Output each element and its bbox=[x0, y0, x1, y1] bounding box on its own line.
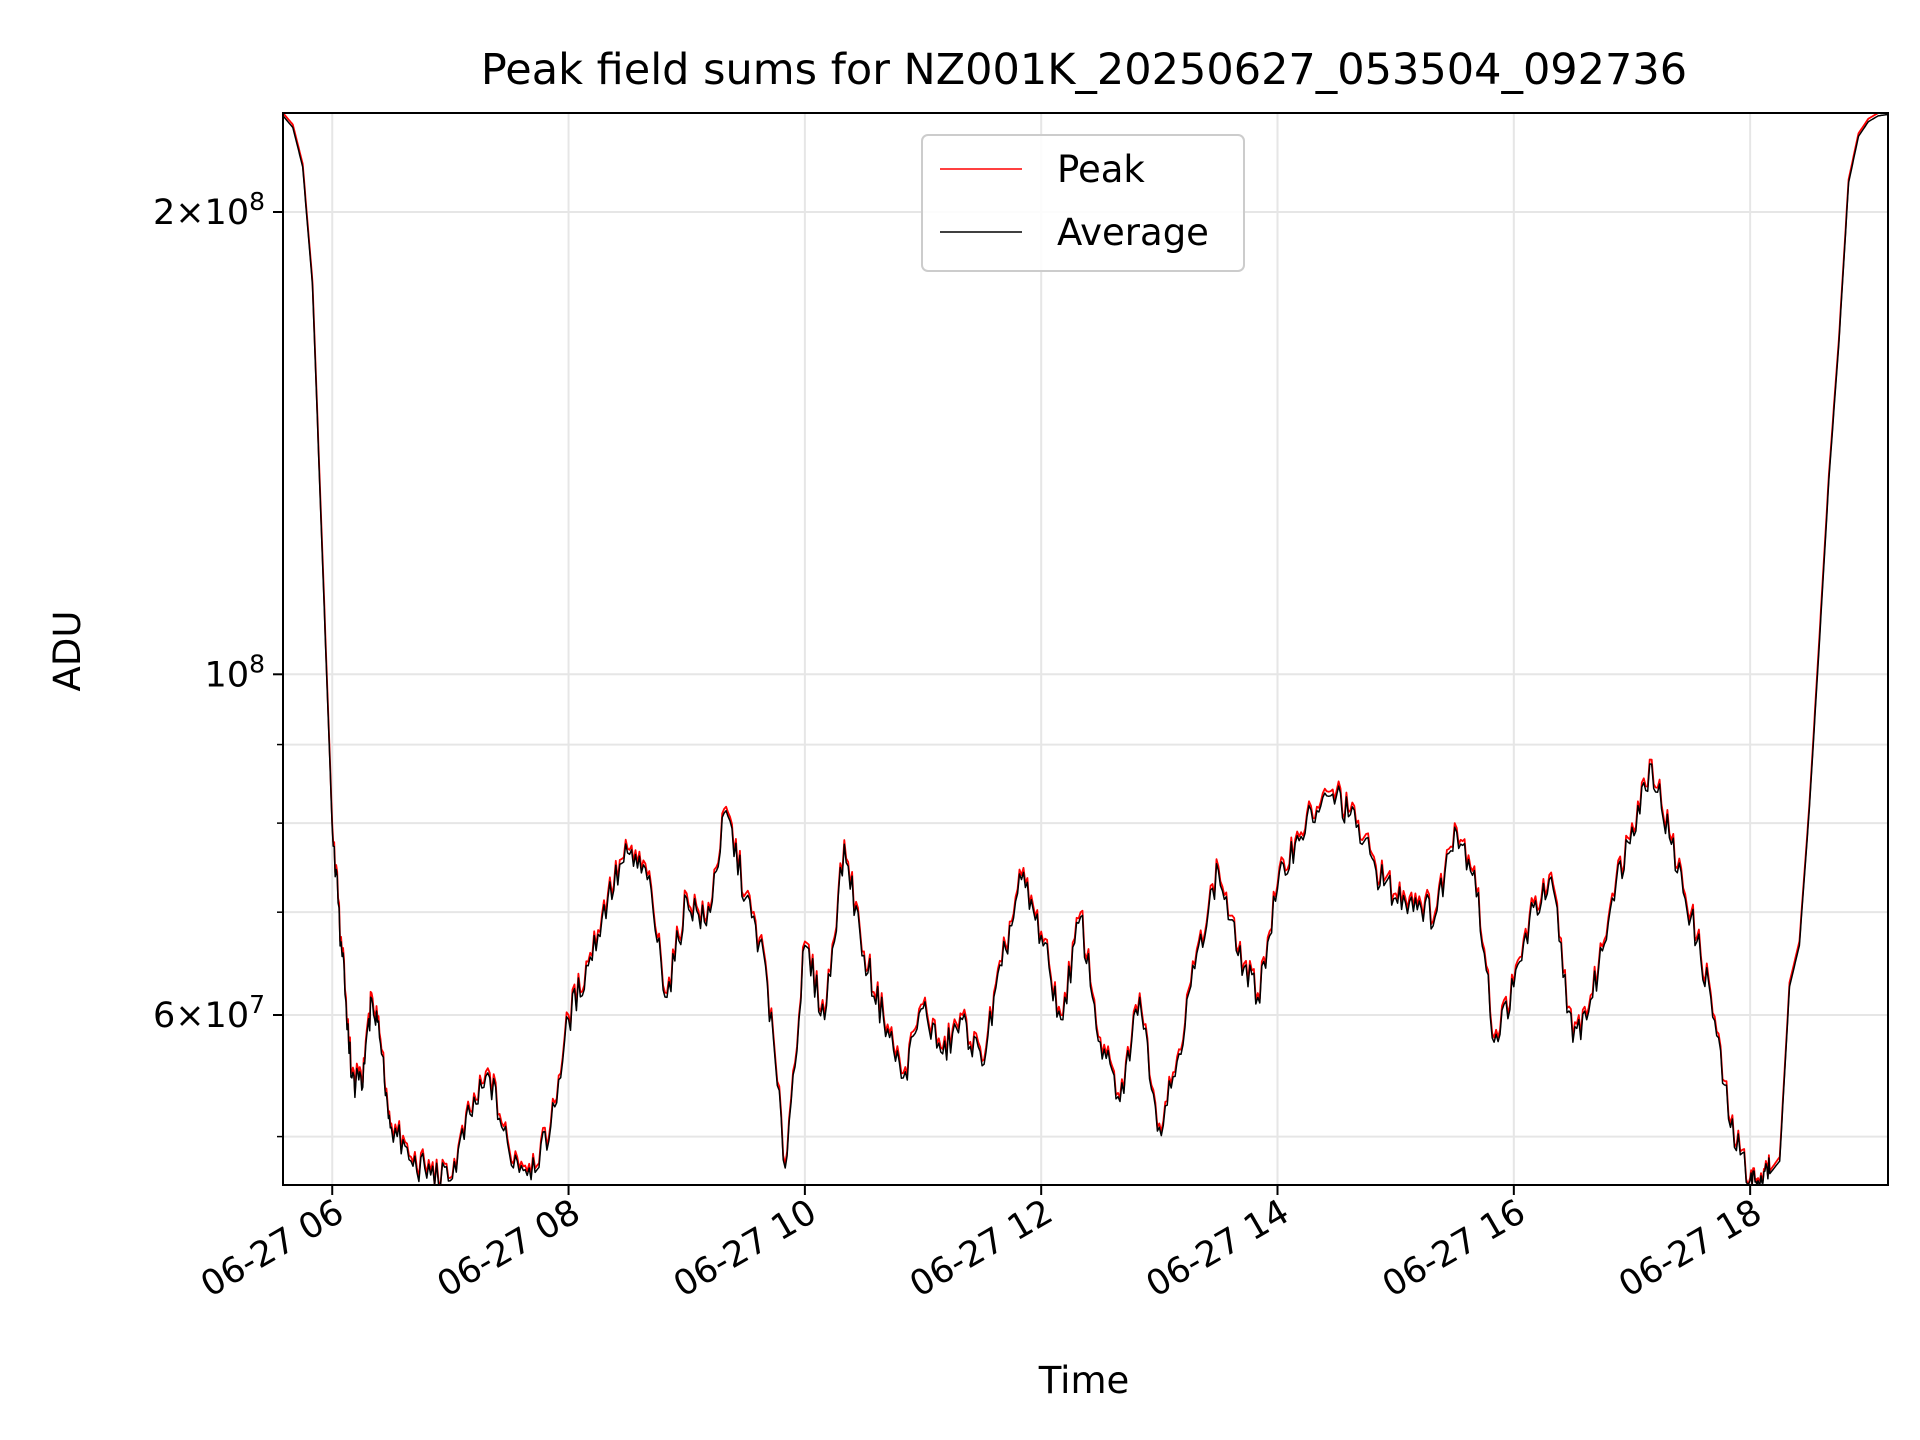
x-tick-label: 06-27 18 bbox=[1612, 1192, 1768, 1305]
x-tick-label: 06-27 16 bbox=[1376, 1192, 1532, 1305]
x-axis-ticks: 06-27 06 06-27 08 06-27 10 06-27 12 06-27 14… bbox=[194, 1185, 1769, 1305]
x-tick-label: 06-27 10 bbox=[667, 1192, 823, 1305]
chart-title: Peak field sums for NZ001K_20250627_0535… bbox=[481, 45, 1687, 95]
y-axis-ticks: 6×107 108 2×108 bbox=[153, 187, 283, 1138]
legend-label-average: Average bbox=[1057, 211, 1209, 254]
series-line-peak bbox=[282, 112, 1888, 1186]
series-line-average bbox=[282, 113, 1889, 1186]
x-axis-label: Time bbox=[1038, 1359, 1130, 1402]
legend: Peak Average bbox=[921, 134, 1245, 272]
y-tick-label: 6×107 bbox=[153, 990, 265, 1036]
y-axis-label: ADU bbox=[46, 611, 89, 692]
grid-lines bbox=[283, 113, 1888, 1185]
x-tick-label: 06-27 14 bbox=[1140, 1192, 1296, 1305]
x-tick-label: 06-27 06 bbox=[194, 1192, 350, 1305]
x-tick-label: 06-27 12 bbox=[903, 1192, 1059, 1305]
y-tick-label: 2×108 bbox=[153, 187, 265, 233]
plot-area-frame bbox=[282, 112, 1889, 1186]
x-tick-label: 06-27 08 bbox=[431, 1192, 587, 1305]
series-layer bbox=[282, 112, 1889, 1186]
y-tick-label: 108 bbox=[205, 649, 265, 695]
legend-label-peak: Peak bbox=[1057, 148, 1145, 191]
